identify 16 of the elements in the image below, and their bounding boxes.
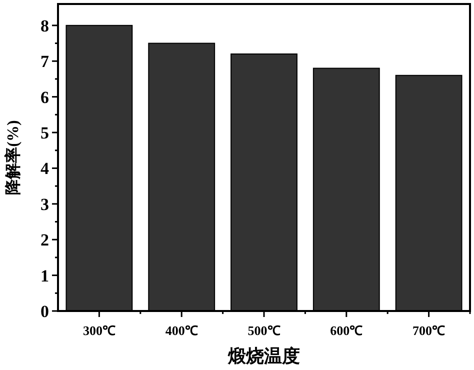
y-tick-label: 4 [40,159,50,178]
x-tick-label: 500℃ [248,323,280,338]
x-tick-label: 300℃ [82,323,116,338]
x-tick-label: 700℃ [412,323,446,338]
x-tick-label: 400℃ [165,323,198,338]
x-axis-title: 煅烧温度 [227,346,300,366]
y-axis-title: 降解率(%) [3,120,22,195]
y-tick-label: 2 [40,230,49,250]
y-tick-label: 6 [40,88,49,107]
y-tick-label: 8 [40,16,49,36]
y-tick-label: 1 [40,266,49,286]
y-tick-label: 3 [40,194,49,214]
y-tick-label: 7 [40,52,50,72]
y-tick-label: 5 [40,124,49,143]
x-tick-label: 600℃ [330,323,363,338]
y-tick-label: 0 [40,302,49,321]
